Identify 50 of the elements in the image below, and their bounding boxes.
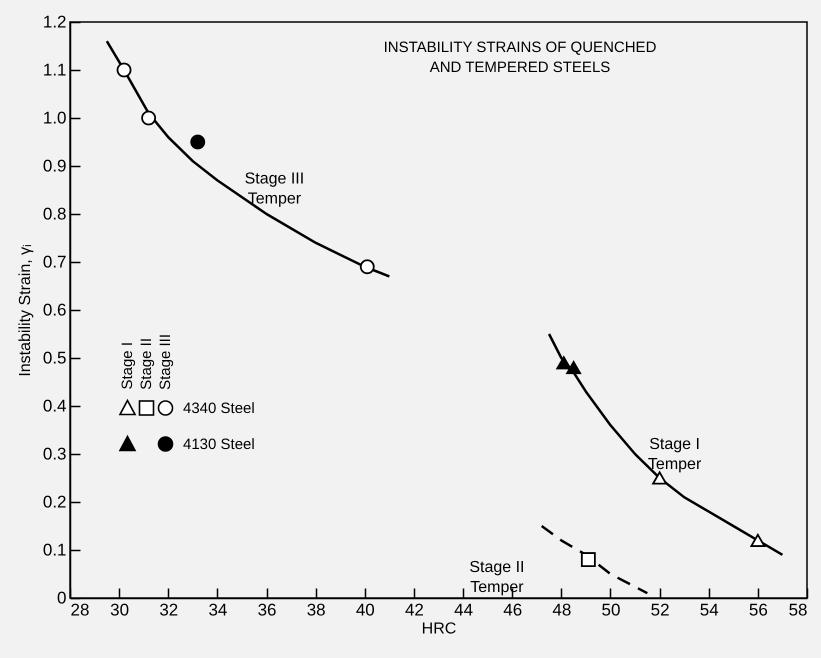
point — [750, 534, 766, 547]
x-tick-label: 40 — [356, 600, 375, 620]
annotation: Stage II — [137, 338, 156, 390]
line-series — [540, 524, 649, 594]
x-tick-label: 52 — [650, 600, 670, 620]
point — [556, 356, 572, 370]
x-tick-label: 50 — [602, 600, 620, 620]
y-tick-label: 0.6 — [42, 300, 66, 320]
legend-label: 4340 Steel — [183, 400, 255, 416]
y-tick-label: 0.2 — [42, 492, 66, 512]
y-tick-label: 0.8 — [42, 204, 66, 224]
point — [566, 361, 582, 374]
point — [190, 134, 206, 150]
x-tick-label: 28 — [70, 600, 90, 620]
y-tick-label: 0.7 — [42, 252, 66, 272]
y-tick-label: 1.1 — [42, 60, 66, 80]
x-tick-label: 36 — [258, 600, 276, 620]
text: INSTABILITY STRAINS OF QUENCHED AND TEMPERED STEELS — [382, 38, 658, 78]
x-axis-title: HRC — [422, 620, 456, 638]
line-series — [548, 332, 784, 556]
x-tick-label: 30 — [110, 600, 130, 620]
y-axis-title: Instability Strain, γᵢ — [16, 244, 34, 377]
legend-label: 4130 Steel — [183, 436, 255, 452]
y-tick-label: 0.3 — [42, 444, 66, 464]
x-tick-label: 44 — [454, 600, 474, 620]
x-tick-label: 48 — [552, 600, 572, 620]
point — [360, 259, 375, 274]
annotation: Stage I — [118, 342, 137, 390]
x-tick-label: 54 — [700, 600, 719, 620]
x-tick-label: 32 — [159, 600, 178, 620]
series-label: Stage III Temper — [244, 170, 304, 208]
text: Stage II Temper — [469, 558, 524, 596]
x-tick-label: 46 — [503, 600, 522, 620]
point — [580, 552, 596, 568]
y-tick-label: 0.4 — [42, 396, 66, 416]
y-tick-label: 0 — [57, 588, 66, 608]
x-tick-label: 38 — [306, 600, 326, 620]
y-tick-label: 0.5 — [42, 348, 66, 368]
series-label: Stage I Temper — [648, 436, 702, 473]
annotation: Stage III — [156, 334, 175, 390]
x-tick-label: 34 — [208, 600, 228, 620]
point — [116, 62, 132, 78]
x-tick-label: 42 — [404, 600, 424, 620]
y-tick-label: 1.2 — [42, 12, 66, 32]
x-tick-label: 58 — [788, 600, 808, 620]
y-tick-label: 0.9 — [42, 156, 66, 176]
y-tick-label: 0.1 — [42, 540, 66, 560]
point — [141, 110, 156, 126]
y-tick-label: 1.0 — [42, 108, 66, 128]
x-tick-label: 56 — [748, 600, 768, 620]
